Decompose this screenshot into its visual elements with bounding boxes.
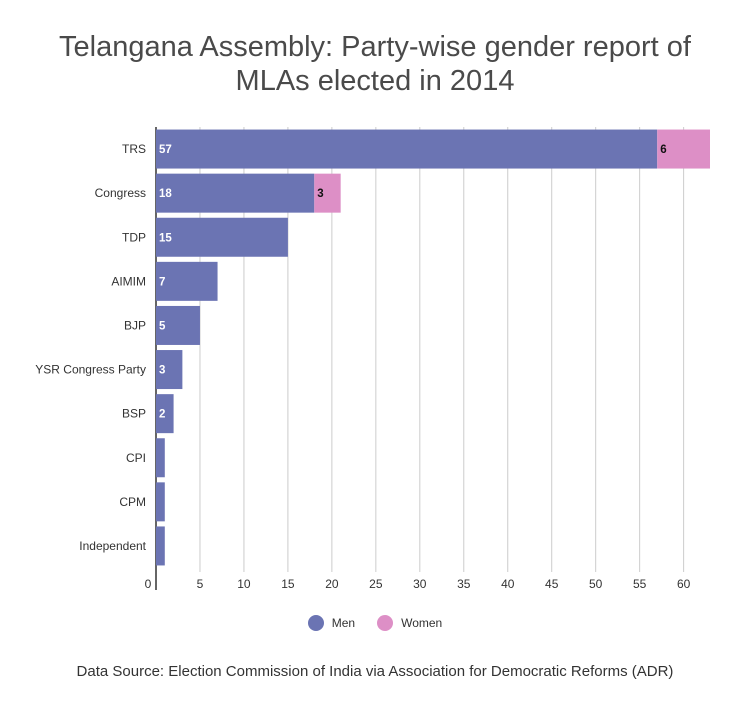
bar-men-1 xyxy=(156,173,315,213)
bar-men-8 xyxy=(156,482,165,522)
x-tick-label-35: 35 xyxy=(457,577,471,591)
x-tick-label-45: 45 xyxy=(545,577,559,591)
bar-men-4 xyxy=(156,305,200,345)
bar-men-9 xyxy=(156,526,165,566)
bar-men-7 xyxy=(156,438,165,478)
bar-men-5 xyxy=(156,350,183,390)
legend-label-men: Men xyxy=(331,616,356,630)
x-tick-label-60: 60 xyxy=(677,577,691,591)
y-tick-label-7: CPI xyxy=(126,451,146,465)
data-label-men-3: 7 xyxy=(159,276,165,288)
x-tick-label-10: 10 xyxy=(237,577,251,591)
legend-swatch-men xyxy=(307,615,324,631)
y-tick-label-9: Independent xyxy=(79,539,146,553)
bar-men-2 xyxy=(156,217,288,257)
legend-item-women[interactable]: Women xyxy=(377,615,442,631)
y-tick-label-2: TDP xyxy=(122,230,146,244)
x-tick-label-20: 20 xyxy=(325,577,339,591)
y-tick-label-0: TRS xyxy=(122,142,146,156)
legend-item-men[interactable]: Men xyxy=(307,615,356,631)
x-tick-label-30: 30 xyxy=(413,577,427,591)
bar-men-0 xyxy=(156,129,658,169)
data-label-women-1: 3 xyxy=(317,188,323,200)
chart-legend: Men Women xyxy=(0,615,750,631)
data-label-men-6: 2 xyxy=(159,409,165,421)
y-tick-label-6: BSP xyxy=(122,407,146,421)
y-tick-label-4: BJP xyxy=(124,318,146,332)
x-tick-label-15: 15 xyxy=(281,577,295,591)
data-label-men-0: 57 xyxy=(159,144,172,156)
bar-women-0 xyxy=(657,129,710,169)
y-tick-label-8: CPM xyxy=(119,495,146,509)
data-label-men-4: 5 xyxy=(159,320,166,332)
bar-women-1 xyxy=(314,173,341,213)
chart-title-line-2: MLAs elected in 2014 xyxy=(235,65,515,97)
data-label-men-5: 3 xyxy=(159,365,165,377)
x-tick-label-55: 55 xyxy=(633,577,647,591)
chart-title-line-1: Telangana Assembly: Party-wise gender re… xyxy=(59,31,691,63)
x-tick-label-40: 40 xyxy=(501,577,515,591)
x-tick-label-0: 0 xyxy=(145,577,152,591)
data-source: Data Source: Election Commission of Indi… xyxy=(76,663,674,680)
bar-men-3 xyxy=(156,261,218,301)
y-tick-label-3: AIMIM xyxy=(111,274,146,288)
bar-men-6 xyxy=(156,394,174,434)
data-label-men-2: 15 xyxy=(159,232,172,244)
x-tick-label-25: 25 xyxy=(369,577,383,591)
legend-label-women: Women xyxy=(401,616,443,630)
data-label-women-0: 6 xyxy=(660,144,666,156)
y-tick-label-1: Congress xyxy=(95,186,146,200)
chart-title: Telangana Assembly: Party-wise gender re… xyxy=(0,30,750,98)
legend-swatch-women xyxy=(377,615,394,631)
x-tick-label-5: 5 xyxy=(197,577,204,591)
x-tick-label-50: 50 xyxy=(589,577,603,591)
y-tick-label-5: YSR Congress Party xyxy=(35,363,146,377)
data-label-men-1: 18 xyxy=(159,188,172,200)
